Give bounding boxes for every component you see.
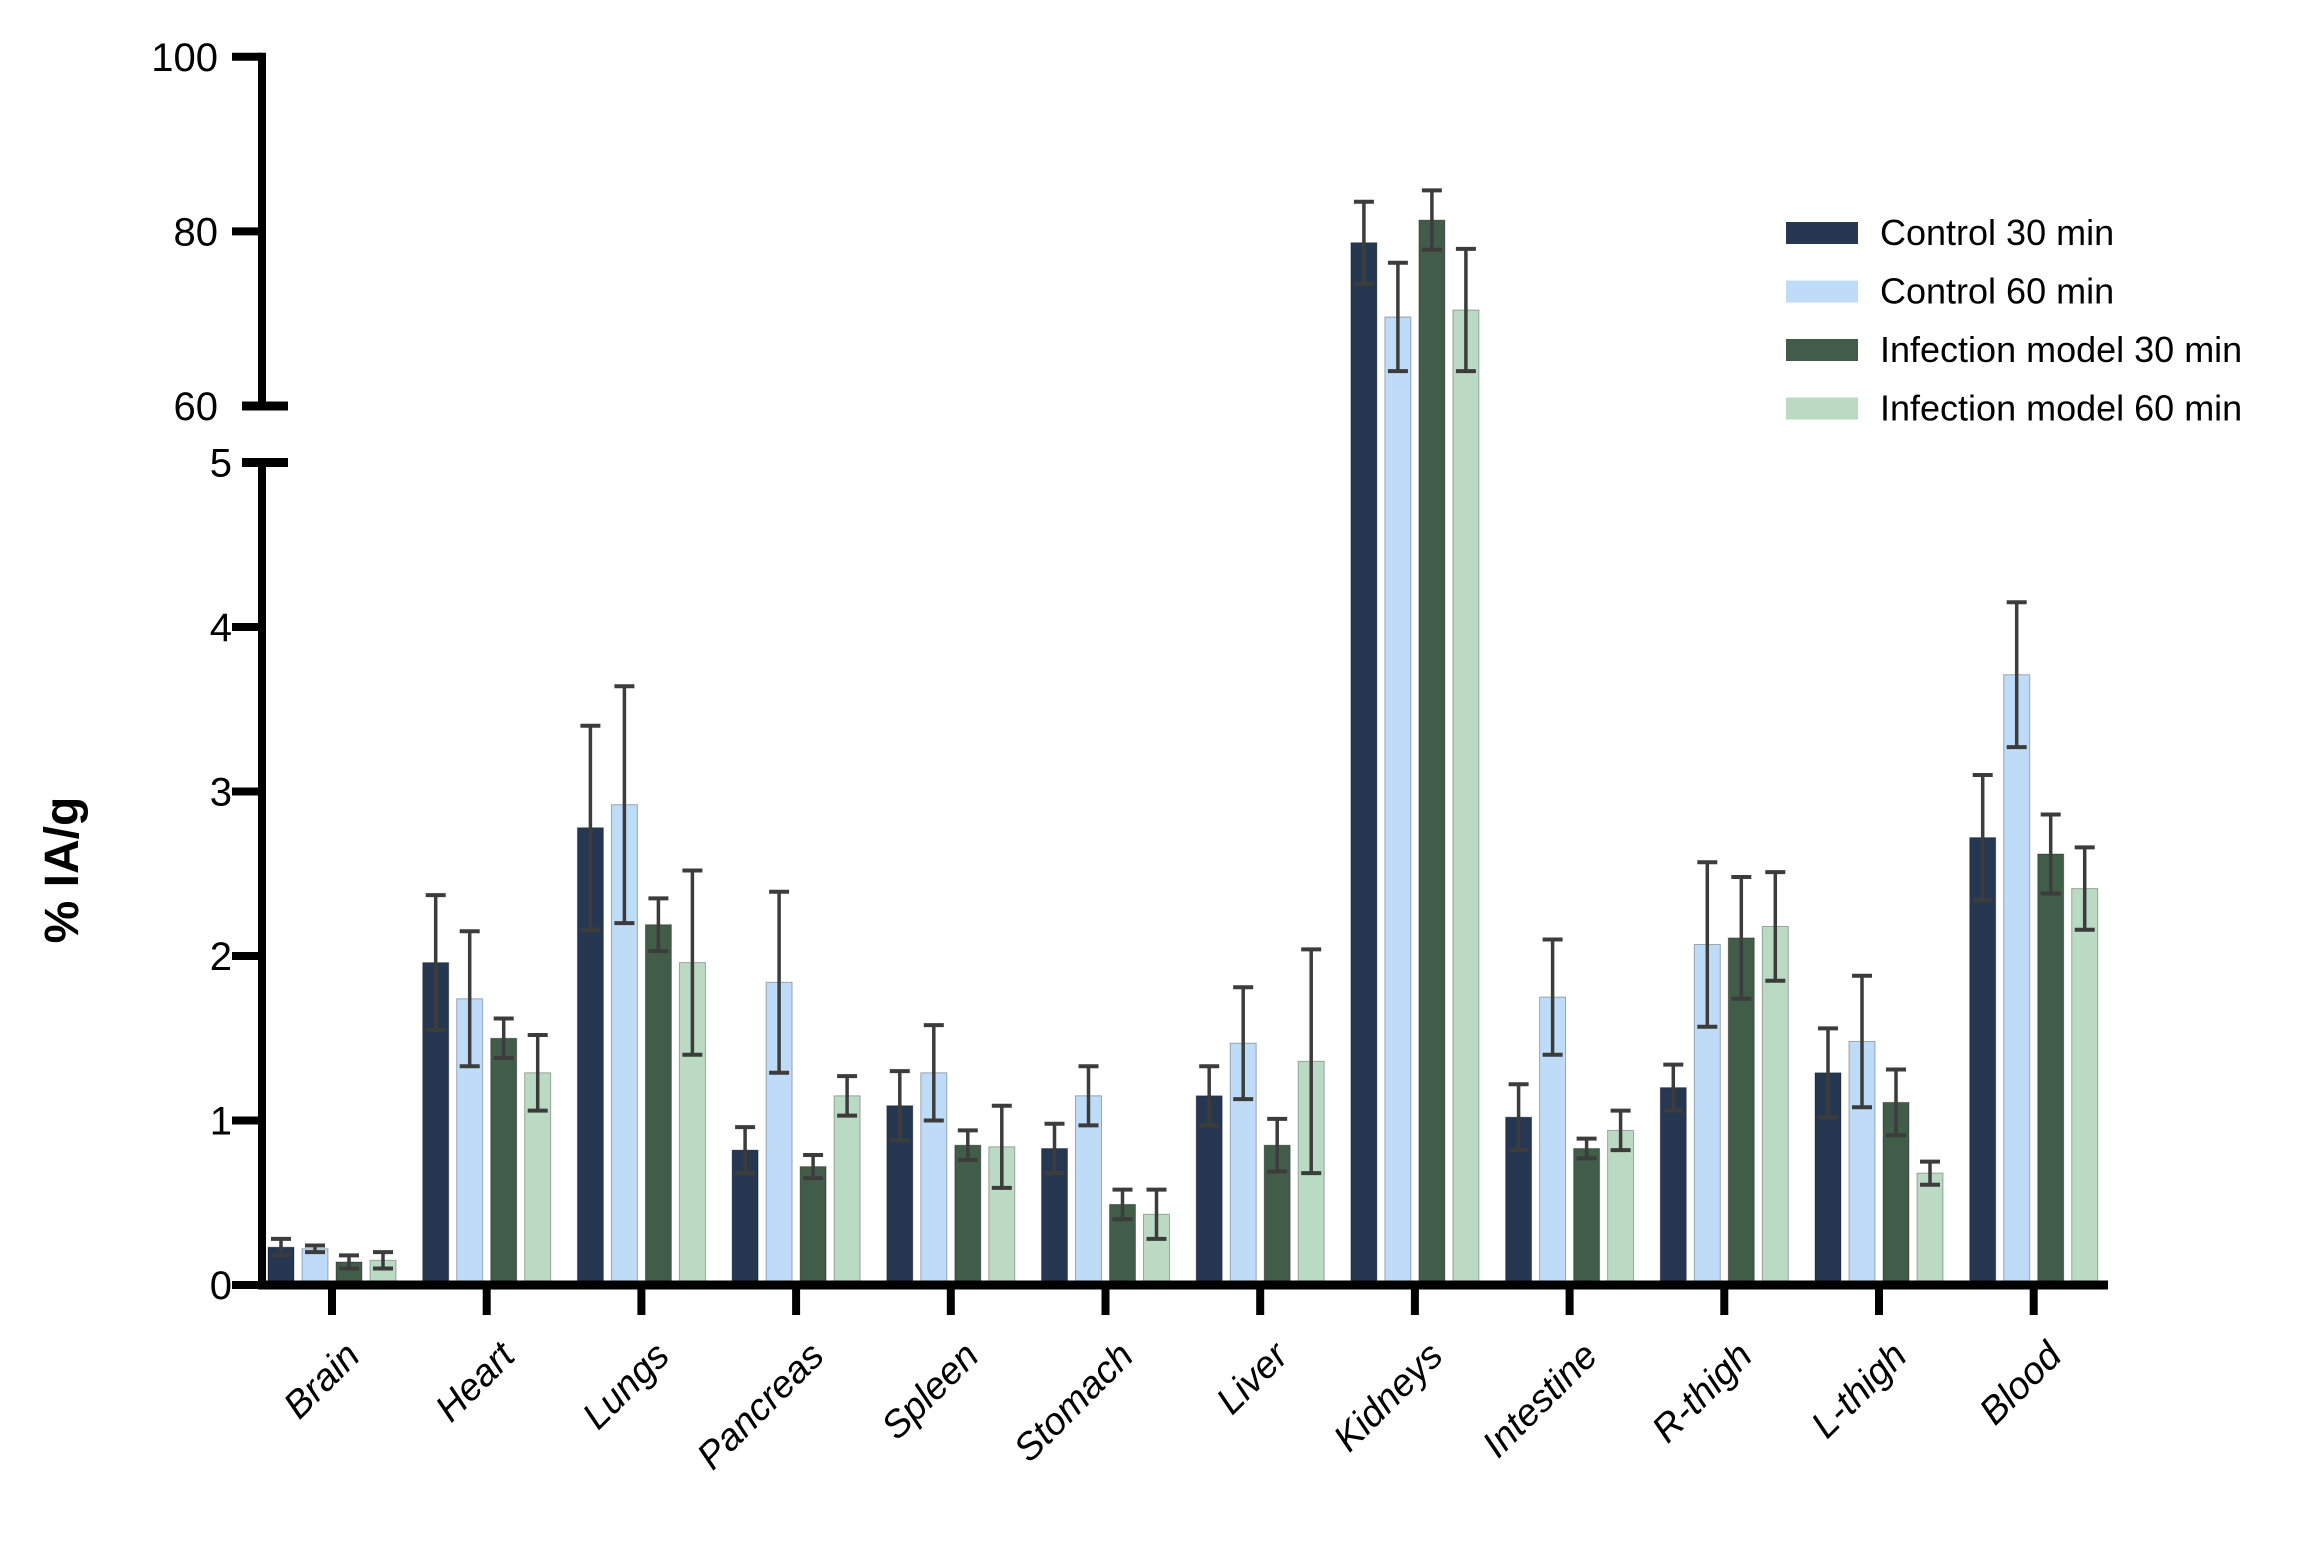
legend-label: Control 60 min bbox=[1880, 271, 2114, 312]
legend-swatch bbox=[1786, 280, 1858, 303]
y-tick-label: 3 bbox=[210, 771, 232, 815]
bar bbox=[2071, 888, 2099, 1290]
y-tick-label: 0 bbox=[210, 1264, 232, 1308]
category-label: Spleen bbox=[874, 1335, 987, 1448]
bar bbox=[1418, 219, 1446, 1290]
y-tick-label: 5 bbox=[210, 442, 232, 486]
legend-swatch bbox=[1786, 339, 1858, 361]
bar bbox=[1452, 309, 1480, 1290]
bars-layer bbox=[267, 219, 2099, 1290]
bar bbox=[490, 1037, 518, 1290]
bar bbox=[1969, 837, 1997, 1290]
legend-label: Infection model 30 min bbox=[1880, 329, 2242, 370]
category-label: Liver bbox=[1209, 1334, 1298, 1423]
y-axis-title: % IA/g bbox=[36, 797, 89, 944]
category-label: R-thigh bbox=[1644, 1335, 1760, 1451]
legend-item: Control 30 min bbox=[1786, 212, 2114, 253]
legend-swatch bbox=[1786, 397, 1858, 420]
legend-item: Infection model 30 min bbox=[1786, 329, 2242, 370]
legend-label: Infection model 60 min bbox=[1880, 388, 2242, 429]
category-label: Blood bbox=[1972, 1333, 2072, 1433]
legend-item: Infection model 60 min bbox=[1786, 388, 2242, 429]
bar bbox=[1075, 1095, 1102, 1290]
axes-layer bbox=[232, 52, 2108, 1315]
bar bbox=[1195, 1095, 1223, 1290]
category-label: Intestine bbox=[1475, 1335, 1606, 1466]
bar bbox=[799, 1166, 827, 1290]
bar bbox=[1607, 1129, 1635, 1290]
y-tick-label: 80 bbox=[174, 210, 219, 254]
bar bbox=[1350, 242, 1378, 1290]
bar bbox=[1659, 1087, 1687, 1290]
category-label: Brain bbox=[276, 1335, 368, 1427]
bar bbox=[1573, 1148, 1601, 1290]
category-label: L-thigh bbox=[1803, 1335, 1915, 1447]
bar bbox=[2037, 853, 2065, 1290]
bar bbox=[1761, 925, 1789, 1290]
bar bbox=[1916, 1172, 1944, 1290]
bar bbox=[1384, 316, 1412, 1290]
bar bbox=[644, 924, 672, 1290]
bar bbox=[954, 1144, 982, 1290]
y-tick-label: 2 bbox=[210, 935, 232, 979]
legend-label: Control 30 min bbox=[1880, 212, 2114, 253]
y-tick-label: 60 bbox=[174, 385, 219, 429]
legend-swatch bbox=[1786, 222, 1858, 244]
category-label: Pancreas bbox=[689, 1335, 832, 1478]
category-label: Heart bbox=[428, 1334, 524, 1430]
error-bars-layer bbox=[271, 188, 2095, 1271]
y-tick-label: 1 bbox=[210, 1100, 232, 1144]
y-tick-label: 100 bbox=[151, 36, 218, 80]
bar bbox=[2003, 674, 2031, 1290]
legend: Control 30 min Control 60 min Infection mo… bbox=[1786, 212, 2242, 429]
legend-item: Control 60 min bbox=[1786, 271, 2114, 312]
category-label: Lungs bbox=[575, 1335, 678, 1438]
category-label: Stomach bbox=[1006, 1335, 1142, 1471]
bar bbox=[833, 1095, 861, 1290]
category-label: Kidneys bbox=[1326, 1335, 1451, 1460]
y-tick-label: 4 bbox=[210, 606, 232, 650]
